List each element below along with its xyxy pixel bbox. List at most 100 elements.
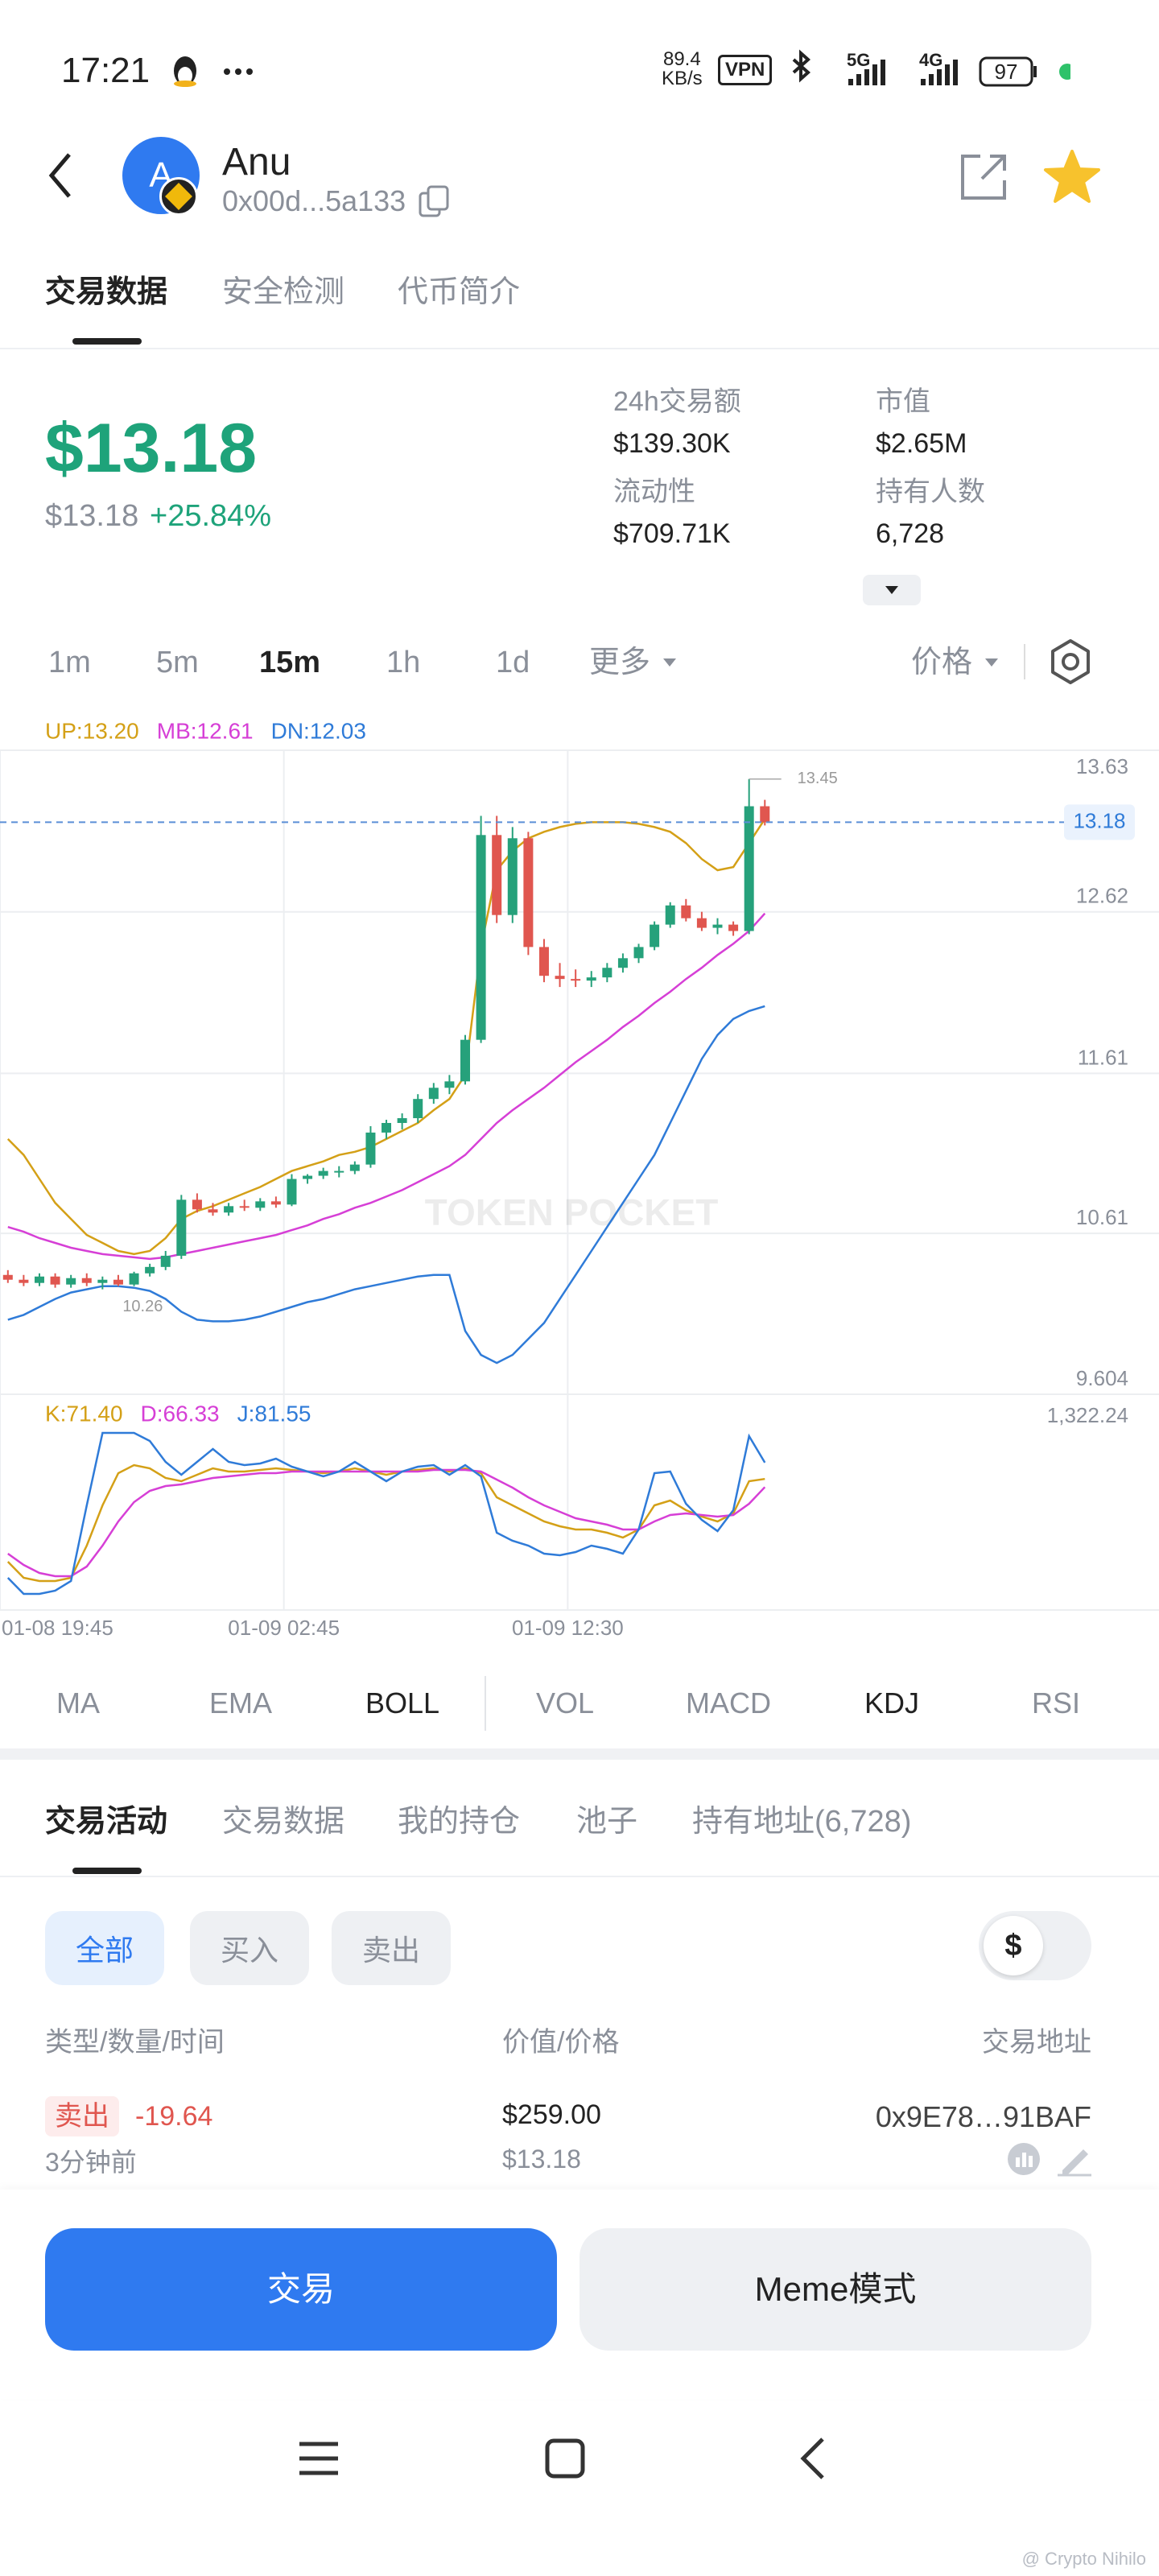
indicator[interactable]: MACD xyxy=(686,1686,771,1719)
filter-active[interactable]: 全部 xyxy=(45,1911,164,1985)
trade-button[interactable]: 交易 xyxy=(45,2228,557,2351)
tab[interactable]: 安全检测 xyxy=(222,275,345,309)
tab[interactable]: 交易活动 xyxy=(45,1805,168,1839)
tab[interactable]: 交易数据 xyxy=(45,275,168,309)
trade-address[interactable]: 0x9E78…91BAF xyxy=(875,2100,1091,2133)
candle-body xyxy=(2,1274,13,1280)
candle-body xyxy=(681,905,691,919)
candle-body xyxy=(728,924,739,931)
interval-more[interactable]: 更多 xyxy=(589,646,651,679)
interval[interactable]: 1m xyxy=(48,646,91,679)
legend-entry: D:66.33 xyxy=(141,1401,220,1426)
price-sub: $13.18 xyxy=(45,499,139,533)
tab[interactable]: 交易数据 xyxy=(222,1805,345,1839)
candle-body xyxy=(696,918,707,928)
candle-body xyxy=(81,1278,92,1283)
favorite-star[interactable] xyxy=(1043,148,1101,206)
tab-indicator xyxy=(72,338,142,345)
signal-4g: 4G xyxy=(919,50,943,70)
candle-body xyxy=(760,806,770,823)
y-tick-label: 12.62 xyxy=(1076,884,1128,908)
stat-label: 流动性 xyxy=(613,477,695,507)
tab[interactable]: 我的持仓 xyxy=(398,1805,521,1839)
candle-body xyxy=(586,977,596,981)
indicator[interactable]: VOL xyxy=(536,1686,595,1719)
indicator[interactable]: MA xyxy=(56,1686,100,1719)
filter[interactable]: 买入 xyxy=(190,1911,309,1985)
candle-body xyxy=(365,1132,376,1165)
price-mode[interactable]: 价格 xyxy=(911,646,973,679)
candle-body xyxy=(349,1164,360,1171)
chart-watermark: TOKEN POCKET xyxy=(425,1191,719,1233)
candle-body xyxy=(507,838,518,915)
candle-body xyxy=(460,1039,471,1082)
candle-body xyxy=(19,1279,29,1283)
candle-body xyxy=(239,1206,250,1208)
stat-value: $139.30K xyxy=(613,428,731,459)
interval-active[interactable]: 15m xyxy=(259,646,321,679)
nav-back[interactable] xyxy=(800,2438,824,2479)
current-price: $13.18 xyxy=(45,410,258,487)
expand-button[interactable] xyxy=(863,575,921,605)
nav-home[interactable] xyxy=(545,2438,585,2479)
share-button[interactable] xyxy=(958,151,1009,203)
status-icons-right xyxy=(792,49,1070,87)
legend-entry: DN:12.03 xyxy=(271,718,366,743)
indicator-line xyxy=(6,818,766,1256)
column-header: 交易地址 xyxy=(982,2027,1091,2058)
column-header: 价值/价格 xyxy=(502,2027,620,2058)
trade-side: 卖出 xyxy=(45,2096,119,2136)
indicator-active[interactable]: BOLL xyxy=(365,1686,440,1719)
indicator-active[interactable]: KDJ xyxy=(864,1686,920,1719)
candle-body xyxy=(555,976,565,980)
candle-body xyxy=(97,1279,108,1283)
copy-icon[interactable] xyxy=(417,184,452,219)
candle-body xyxy=(334,1170,344,1173)
interval[interactable]: 1d xyxy=(496,646,530,679)
stat-value: $709.71K xyxy=(613,518,731,549)
net-speed: 89.4 KB/s xyxy=(662,50,703,89)
indicator[interactable]: EMA xyxy=(209,1686,273,1719)
candle-body xyxy=(208,1209,218,1213)
currency-toggle-knob[interactable]: $ xyxy=(984,1916,1043,1975)
tab[interactable]: 持有地址(6,728) xyxy=(692,1805,912,1839)
legend-entry: UP:13.20 xyxy=(45,718,139,743)
y-tick-label: 10.61 xyxy=(1076,1205,1128,1229)
candle-body xyxy=(287,1179,297,1205)
stat-label: 市值 xyxy=(876,386,930,417)
stat-label: 持有人数 xyxy=(876,477,985,507)
indicator-line xyxy=(7,1005,765,1364)
filter[interactable]: 卖出 xyxy=(332,1911,451,1985)
trade-value: $259.00 xyxy=(502,2099,601,2130)
candle-body xyxy=(744,806,754,931)
interval[interactable]: 5m xyxy=(156,646,199,679)
candle-body xyxy=(145,1266,155,1274)
max-annotation: 13.45 xyxy=(798,770,838,787)
tab[interactable]: 池子 xyxy=(576,1805,638,1839)
dropdown-arrow xyxy=(985,658,998,667)
indicator[interactable]: RSI xyxy=(1032,1686,1081,1719)
nav-menu[interactable] xyxy=(299,2442,338,2475)
token-name: Anu xyxy=(222,141,291,184)
candle-body xyxy=(50,1276,60,1285)
divider xyxy=(0,1876,1159,1877)
trade-icons[interactable] xyxy=(1006,2141,1095,2177)
candle-body xyxy=(633,947,644,959)
candle-body xyxy=(318,1170,328,1176)
settings-button[interactable] xyxy=(1046,638,1095,686)
trade-price: $13.18 xyxy=(502,2145,581,2174)
battery-level: 97 xyxy=(994,60,1018,84)
meme-button[interactable]: Meme模式 xyxy=(580,2228,1091,2351)
stat-value: $2.65M xyxy=(876,428,967,459)
kline-chart: 9.604 10.61 11.61 12.62 13.63 01-08 19:45 01-0… xyxy=(0,718,1159,1640)
tab[interactable]: 代币简介 xyxy=(398,275,521,309)
indicator-line xyxy=(6,1431,766,1596)
dropdown-arrow xyxy=(663,658,676,667)
interval[interactable]: 1h xyxy=(386,646,421,679)
last-price-tag: 13.18 xyxy=(1073,808,1125,832)
section-gap xyxy=(0,1748,1159,1760)
back-button[interactable] xyxy=(45,150,77,201)
divider xyxy=(0,348,1159,349)
watermark: @ Crypto Nihilo xyxy=(1021,2549,1146,2569)
